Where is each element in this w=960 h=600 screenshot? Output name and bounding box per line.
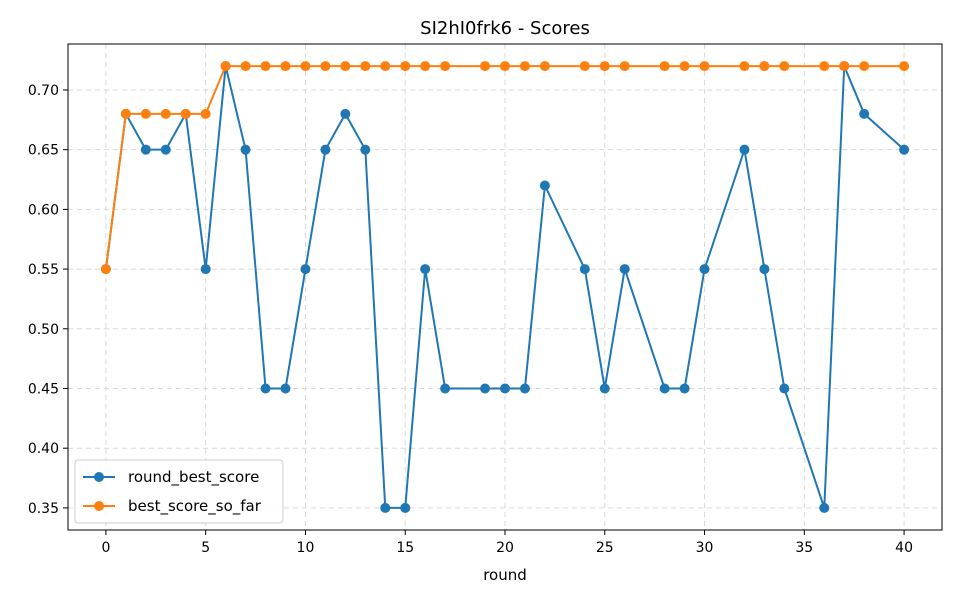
- best_score_so_far-point: [200, 108, 211, 119]
- x-tick-label: 25: [596, 540, 614, 556]
- x-tick-label: 0: [101, 540, 110, 556]
- best_score_so_far-point: [440, 61, 451, 72]
- best_score_so_far-point: [320, 61, 331, 72]
- y-tick-label: 0.40: [28, 441, 59, 457]
- round_best_score-point: [859, 108, 870, 119]
- best_score_so_far-point: [859, 61, 870, 72]
- best_score_so_far-point: [599, 61, 610, 72]
- round_best_score-point: [280, 383, 291, 394]
- best_score_so_far-point: [180, 108, 191, 119]
- best_score_so_far-point: [100, 264, 111, 275]
- best_score_so_far-point: [519, 61, 530, 72]
- legend-box: [74, 459, 284, 524]
- legend-marker-round_best_score: [94, 472, 104, 482]
- best_score_so_far-point: [380, 61, 391, 72]
- best_score_so_far-point: [739, 61, 750, 72]
- y-tick-label: 0.50: [28, 322, 59, 338]
- best_score_so_far-point: [160, 108, 171, 119]
- x-tick-label: 15: [396, 540, 414, 556]
- round_best_score-point: [759, 264, 770, 275]
- x-tick-label: 20: [496, 540, 514, 556]
- best_score_so_far-point: [539, 61, 550, 72]
- best_score_so_far-point: [420, 61, 431, 72]
- x-tick-label: 5: [201, 540, 210, 556]
- round_best_score-point: [679, 383, 690, 394]
- best_score_so_far-point: [260, 61, 271, 72]
- series-layer: [100, 61, 910, 513]
- best_score_so_far-point: [240, 61, 251, 72]
- round_best_score-point: [420, 264, 431, 275]
- best_score_so_far-point: [899, 61, 910, 72]
- round_best_score-point: [140, 144, 151, 155]
- round_best_score-point: [300, 264, 311, 275]
- best_score_so_far-point: [140, 108, 151, 119]
- round_best_score-point: [579, 264, 590, 275]
- y-tick-label: 0.45: [28, 381, 59, 397]
- x-tick-label: 40: [895, 540, 913, 556]
- best_score_so_far-point: [759, 61, 770, 72]
- legend: round_best_score best_score_so_far: [74, 459, 284, 524]
- best_score_so_far-point: [220, 61, 231, 72]
- round_best_score-point: [160, 144, 171, 155]
- x-axis-label: round: [483, 566, 527, 584]
- x-tick-label: 10: [297, 540, 315, 556]
- y-tick-label: 0.35: [28, 501, 59, 517]
- round_best_score-point: [500, 383, 510, 394]
- y-axis-ticks: 0.35 0.40 0.45 0.50 0.55 0.60 0.65 0.70: [28, 83, 68, 517]
- round_best_score-point: [699, 264, 710, 275]
- best_score_so_far-point: [500, 61, 510, 72]
- round_best_score-point: [659, 383, 670, 394]
- round_best_score-point: [260, 383, 271, 394]
- round_best_score-point: [400, 502, 411, 513]
- best_score_so_far-point: [659, 61, 670, 72]
- round_best_score-point: [899, 144, 910, 155]
- y-tick-label: 0.55: [28, 262, 59, 278]
- best_score_so_far-point: [400, 61, 411, 72]
- best_score_so_far-point: [280, 61, 291, 72]
- round_best_score-point: [819, 502, 830, 513]
- round_best_score-point: [320, 144, 331, 155]
- round_best_score-point: [539, 180, 550, 191]
- round_best_score-point: [340, 108, 351, 119]
- best_score_so_far-point: [679, 61, 690, 72]
- best_score_so_far-point: [619, 61, 630, 72]
- y-tick-label: 0.60: [28, 202, 59, 218]
- best_score_so_far-point: [699, 61, 710, 72]
- round_best_score-point: [440, 383, 451, 394]
- y-tick-label: 0.65: [28, 143, 59, 159]
- round_best_score-point: [599, 383, 610, 394]
- best_score_so_far-point: [779, 61, 790, 72]
- x-axis-ticks: 0 5 10 15 20 25 30 35 40: [101, 530, 913, 556]
- round_best_score-point: [240, 144, 251, 155]
- best_score_so_far-point: [360, 61, 371, 72]
- round_best_score-point: [519, 383, 530, 394]
- x-tick-label: 30: [696, 540, 714, 556]
- round_best_score-point: [380, 502, 391, 513]
- best_score_so_far-point: [300, 61, 311, 72]
- round_best_score-point: [480, 383, 491, 394]
- legend-label: best_score_so_far: [128, 497, 262, 516]
- best_score_so_far-point: [839, 61, 850, 72]
- series-best_score_so_far: [100, 61, 910, 275]
- best_score_so_far-point: [579, 61, 590, 72]
- round_best_score-point: [360, 144, 371, 155]
- best_score_so_far-point: [480, 61, 491, 72]
- y-tick-label: 0.70: [28, 83, 59, 99]
- best_score_so_far-point: [819, 61, 830, 72]
- round_best_score-point: [200, 264, 211, 275]
- x-tick-label: 35: [795, 540, 813, 556]
- round_best_score-point: [619, 264, 630, 275]
- round_best_score-point: [739, 144, 750, 155]
- best_score_so_far-point: [340, 61, 351, 72]
- legend-marker-best_score_so_far: [94, 501, 104, 511]
- chart-title: SI2hI0frk6 - Scores: [420, 18, 590, 39]
- legend-label: round_best_score: [128, 468, 259, 487]
- best_score_so_far-point: [120, 108, 131, 119]
- round_best_score-point: [779, 383, 790, 394]
